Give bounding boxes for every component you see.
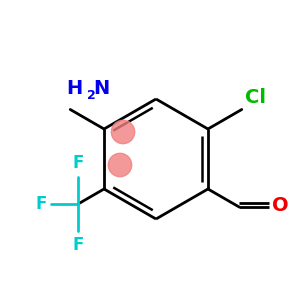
- Text: 2: 2: [87, 89, 95, 102]
- Circle shape: [111, 120, 135, 144]
- Text: F: F: [72, 154, 84, 172]
- Text: O: O: [272, 196, 289, 214]
- Text: F: F: [35, 195, 46, 213]
- Text: H: H: [66, 79, 82, 98]
- Text: F: F: [72, 236, 84, 253]
- Text: N: N: [93, 79, 109, 98]
- Circle shape: [108, 153, 132, 177]
- Text: Cl: Cl: [245, 88, 266, 106]
